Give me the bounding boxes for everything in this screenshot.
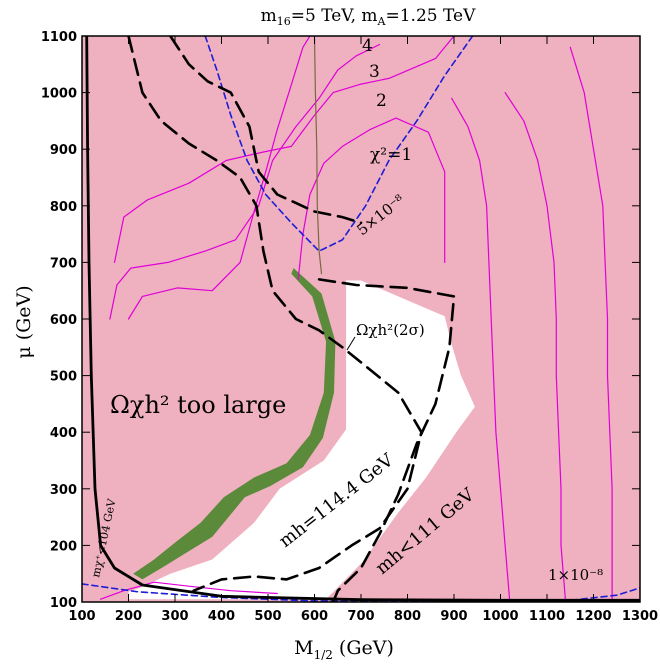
allowed-region	[128, 280, 475, 600]
y-tick-label: 200	[50, 539, 77, 554]
x-tick-label: 1000	[482, 609, 518, 624]
chi2-1-label: χ²=1	[370, 145, 412, 165]
y-tick-label: 600	[50, 313, 77, 328]
relic-arrow	[346, 336, 356, 351]
x-tick-label: 300	[161, 609, 188, 624]
x-tick-label: 700	[347, 609, 374, 624]
y-tick-label: 800	[50, 200, 77, 215]
x-tick-label: 1200	[575, 609, 611, 624]
regions-layer	[128, 268, 475, 600]
y-tick-label: 300	[50, 483, 77, 498]
x-tick-label: 600	[301, 609, 328, 624]
x-tick-label: 500	[254, 609, 281, 624]
relic-2sigma-label: Ωχh²(2σ)	[356, 321, 425, 339]
y-axis-title: μ (GeV)	[13, 285, 35, 358]
chi2-contour-0	[297, 117, 446, 280]
x-tick-label: 200	[115, 609, 142, 624]
chi2-contour-1	[113, 36, 455, 263]
higgs-contour-10	[127, 36, 423, 593]
chi2-contour-3	[127, 36, 311, 320]
thin-contour-15	[313, 36, 323, 275]
chi2-2-label: 2	[376, 91, 387, 111]
chi2-contour-5	[504, 91, 567, 602]
chi2-contour-6	[569, 46, 613, 602]
too-large-label: Ωχh² too large	[110, 391, 286, 419]
y-tick-label: 700	[50, 256, 77, 271]
chi2-contour-4	[451, 97, 511, 602]
x-tick-label: 1300	[622, 609, 658, 624]
chi2-4-label: 4	[362, 36, 373, 56]
y-tick-label: 500	[50, 370, 77, 385]
y-tick-label: 1100	[41, 30, 77, 45]
x-tick-label: 800	[394, 609, 421, 624]
higgs-contour-12	[317, 278, 456, 602]
x-tick-label: 400	[208, 609, 235, 624]
y-tick-label: 400	[50, 426, 77, 441]
relic-density-band	[133, 268, 336, 580]
x-tick-label: 100	[68, 609, 95, 624]
chi2-contour-7	[99, 581, 278, 600]
y-tick-label: 100	[50, 596, 77, 611]
contours-layer	[82, 36, 640, 602]
bs-1e8-label: 1×10⁻⁸	[548, 566, 603, 584]
y-tick-label: 900	[50, 143, 77, 158]
chargino-contour-14	[85, 36, 640, 602]
higgs-contour-11	[169, 36, 363, 225]
x-axis-title: M1/2 (GeV)	[294, 637, 394, 662]
x-tick-label: 1100	[529, 609, 565, 624]
ticks-layer: 100 200 300 400 500 600 700 800 900 1000 1100 1200 1…	[41, 30, 658, 624]
y-tick-label: 1000	[41, 87, 77, 102]
chi2-3-label: 3	[369, 62, 380, 82]
bsmumu-contour-8	[204, 36, 474, 252]
x-tick-label: 900	[440, 609, 467, 624]
chart-title: m16=5 TeV, mA=1.25 TeV	[261, 6, 476, 28]
chi2-contour-2	[109, 43, 381, 320]
